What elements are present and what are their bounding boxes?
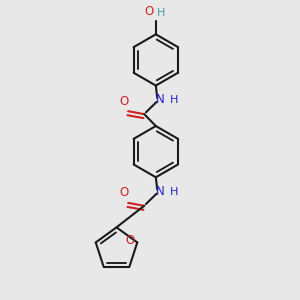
Text: O: O	[119, 186, 128, 200]
Text: H: H	[157, 8, 166, 18]
Text: N: N	[156, 185, 165, 198]
Text: O: O	[119, 95, 128, 108]
Text: N: N	[156, 93, 165, 106]
Text: H: H	[169, 187, 178, 197]
Text: O: O	[126, 234, 135, 247]
Text: O: O	[144, 5, 154, 18]
Text: H: H	[169, 95, 178, 105]
